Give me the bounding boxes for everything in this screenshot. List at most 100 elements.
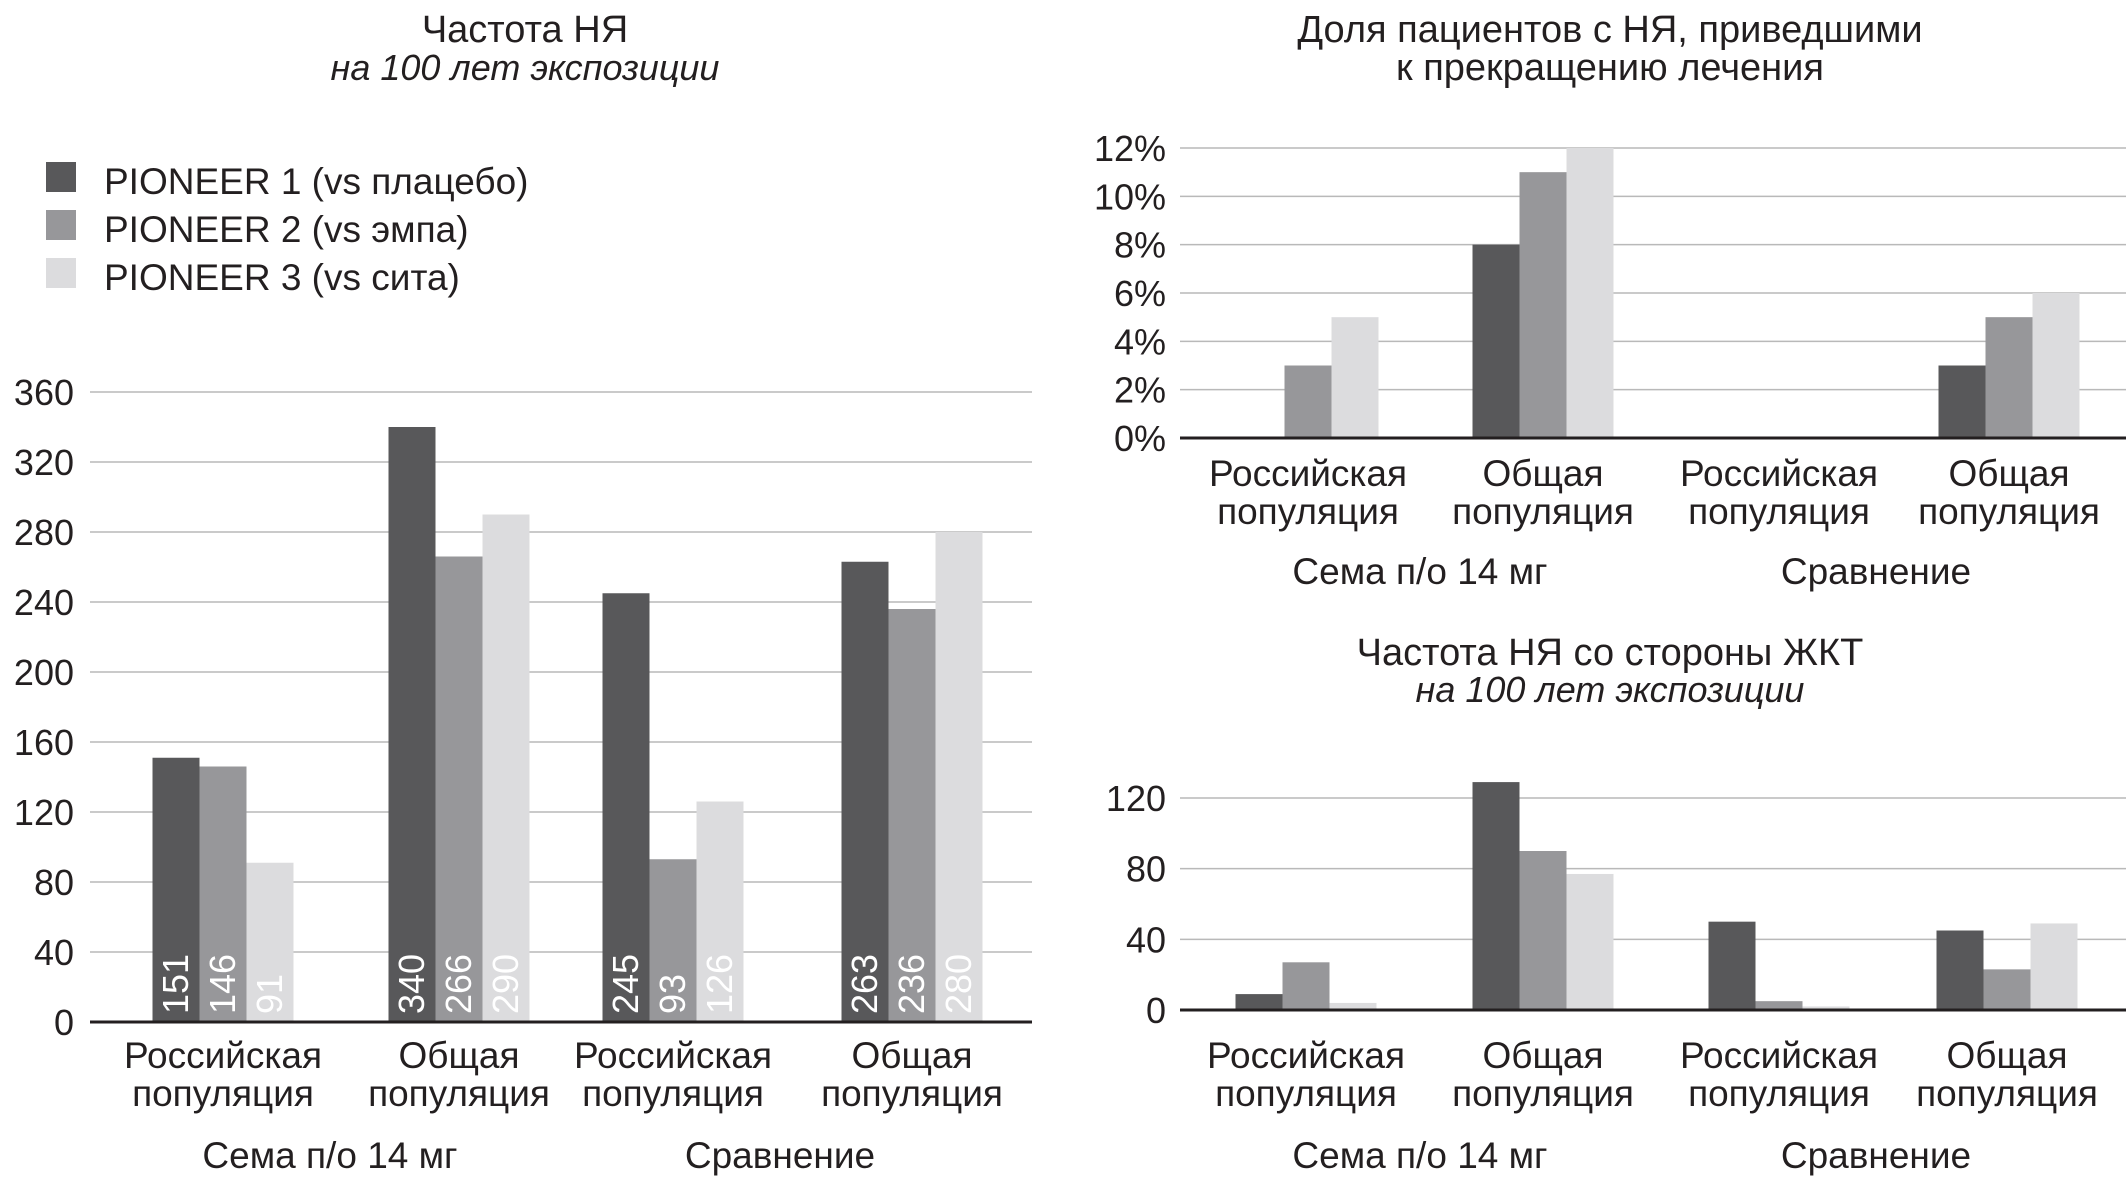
bar-3-1: [246, 862, 294, 1022]
legend-swatch-pioneer3: [46, 258, 76, 288]
y-tick-label: 8%: [1114, 225, 1166, 266]
group-label: Сравнение: [1781, 551, 1971, 592]
legend-swatch-pioneer2: [46, 210, 76, 240]
category-label: Общая: [1482, 1035, 1603, 1076]
category-label: популяция: [1217, 491, 1399, 532]
y-tick-label: 0: [1146, 990, 1166, 1031]
category-label: Общая: [1946, 1035, 2067, 1076]
bar-3-1: [1331, 317, 1379, 438]
chart3-title: Частота НЯ со стороны ЖКТ: [1357, 632, 1864, 674]
category-label: Российская: [574, 1035, 772, 1076]
chart-discontinuation: 0%2%4%6%8%10%12%РоссийскаяпопуляцияОбщая…: [1094, 128, 2126, 592]
data-label: 91: [249, 974, 290, 1014]
y-tick-label: 40: [34, 932, 74, 973]
y-tick-label: 200: [14, 652, 74, 693]
category-label: Российская: [1680, 453, 1878, 494]
category-label: популяция: [1215, 1073, 1397, 1114]
bar-2-4: [1985, 317, 2033, 438]
chart1-subtitle: на 100 лет экспозиции: [331, 47, 720, 88]
category-label: Общая: [851, 1035, 972, 1076]
category-label: Общая: [398, 1035, 519, 1076]
y-tick-label: 10%: [1094, 176, 1166, 217]
data-label: 280: [938, 954, 979, 1014]
category-label: популяция: [1916, 1073, 2098, 1114]
bar-2-2: [1519, 851, 1567, 1010]
bar-3-4: [2030, 923, 2078, 1010]
bar-3-4: [2032, 293, 2080, 438]
bar-2-1: [199, 766, 247, 1022]
y-tick-label: 280: [14, 512, 74, 553]
category-label: Российская: [1209, 453, 1407, 494]
bar-3-4: [935, 532, 983, 1022]
legend-swatch-pioneer1: [46, 162, 76, 192]
chart1-title: Частота НЯ: [422, 9, 628, 51]
group-label: Сема п/о 14 мг: [1292, 1135, 1547, 1176]
chart-gi-adverse-events: 04080120РоссийскаяпопуляцияОбщаяпопуляци…: [1106, 778, 2126, 1176]
category-label: популяция: [582, 1073, 764, 1114]
y-tick-label: 4%: [1114, 321, 1166, 362]
bar-1-4: [1936, 930, 1984, 1010]
legend-label-pioneer3: PIONEER 3 (vs сита): [104, 257, 460, 298]
category-label: популяция: [1688, 1073, 1870, 1114]
category-label: Российская: [124, 1035, 322, 1076]
legend-label-pioneer2: PIONEER 2 (vs эмпа): [104, 209, 469, 250]
category-label: популяция: [1688, 491, 1870, 532]
bar-2-3: [649, 859, 697, 1022]
category-label: Общая: [1482, 453, 1603, 494]
bar-2-4: [1983, 969, 2031, 1010]
y-tick-label: 0: [54, 1002, 74, 1043]
bar-1-2: [1472, 782, 1520, 1010]
data-label: 263: [844, 954, 885, 1014]
category-label: Российская: [1207, 1035, 1405, 1076]
bar-1-1: [1235, 994, 1283, 1010]
y-tick-label: 12%: [1094, 128, 1166, 169]
data-label: 340: [391, 954, 432, 1014]
y-tick-label: 2%: [1114, 370, 1166, 411]
y-tick-label: 80: [34, 862, 74, 903]
data-label: 126: [699, 954, 740, 1014]
category-label: популяция: [368, 1073, 550, 1114]
y-tick-label: 120: [14, 792, 74, 833]
group-label: Сема п/о 14 мг: [202, 1135, 457, 1176]
data-label: 146: [202, 954, 243, 1014]
y-tick-label: 0%: [1114, 418, 1166, 459]
legend: PIONEER 1 (vs плацебо) PIONEER 2 (vs эмп…: [46, 161, 529, 298]
category-label: Российская: [1680, 1035, 1878, 1076]
data-label: 245: [605, 954, 646, 1014]
category-label: популяция: [821, 1073, 1003, 1114]
y-tick-label: 6%: [1114, 273, 1166, 314]
bar-1-4: [1938, 365, 1986, 438]
y-tick-label: 360: [14, 372, 74, 413]
y-tick-label: 320: [14, 442, 74, 483]
category-label: популяция: [1918, 491, 2100, 532]
chart3-subtitle: на 100 лет экспозиции: [1416, 669, 1805, 710]
bar-1-1: [152, 757, 200, 1022]
y-tick-label: 40: [1126, 919, 1166, 960]
y-tick-label: 120: [1106, 778, 1166, 819]
bar-1-2: [1472, 244, 1520, 438]
y-tick-label: 160: [14, 722, 74, 763]
category-label: популяция: [1452, 1073, 1634, 1114]
bar-3-1: [1329, 1002, 1377, 1010]
bar-3-2: [1566, 148, 1614, 438]
chart2-title-line1: Доля пациентов с НЯ, приведшими: [1297, 9, 1922, 51]
group-label: Сравнение: [1781, 1135, 1971, 1176]
bar-2-3: [1755, 1001, 1803, 1010]
bar-3-3: [1802, 1006, 1850, 1010]
chart2-title-line2: к прекращению лечения: [1396, 47, 1824, 89]
y-tick-label: 80: [1126, 849, 1166, 890]
data-label: 151: [155, 954, 196, 1014]
data-label: 236: [891, 954, 932, 1014]
bar-1-2: [388, 427, 436, 1022]
bar-1-3: [1708, 921, 1756, 1010]
data-label: 93: [652, 974, 693, 1014]
bar-3-2: [482, 514, 530, 1022]
bar-2-2: [435, 556, 483, 1022]
bar-2-1: [1282, 962, 1330, 1010]
category-label: Общая: [1948, 453, 2069, 494]
bar-2-1: [1284, 365, 1332, 438]
category-label: популяция: [1452, 491, 1634, 532]
group-label: Сема п/о 14 мг: [1292, 551, 1547, 592]
chart-adverse-events: 0 40 80 120 160 200 240 280 320 360 151 340 245 263 14…: [14, 372, 1032, 1176]
